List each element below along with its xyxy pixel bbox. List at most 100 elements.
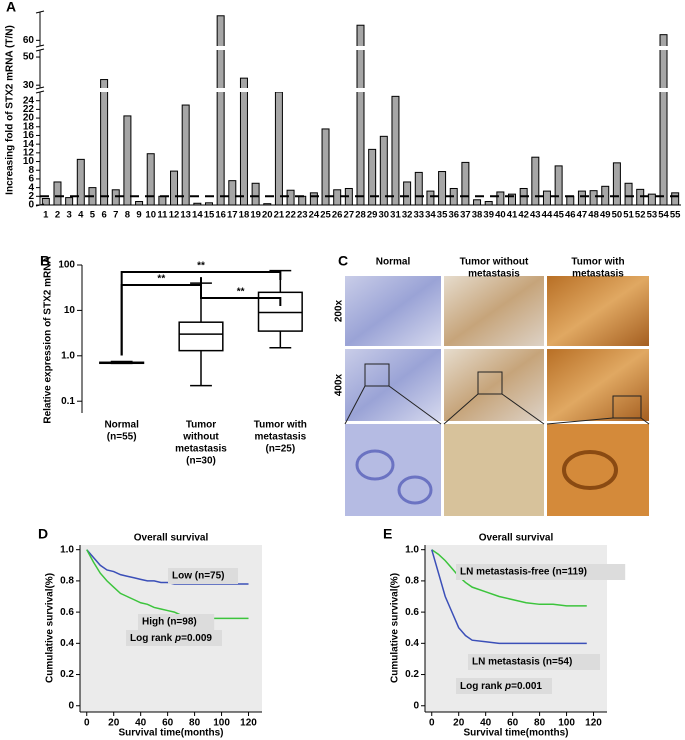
- bar: [554, 165, 563, 206]
- significance-bracket: [120, 271, 282, 356]
- x-tick-label: 50: [612, 210, 623, 221]
- x-tick-label: 14: [192, 210, 203, 221]
- y-axis-label: Cumulative survival(%): [45, 573, 56, 683]
- significance-bracket: [200, 277, 282, 306]
- bar: [65, 197, 74, 206]
- y-tick-label: 100: [58, 260, 75, 271]
- axis-break: [35, 44, 45, 48]
- panel-label: A: [6, 0, 16, 15]
- bar: [496, 191, 505, 206]
- bar: [566, 195, 575, 206]
- x-tick-label: 100: [558, 718, 575, 729]
- axis-break-gap: [34, 46, 681, 50]
- survival-curve: [431, 549, 587, 607]
- y-tick-label: 14: [23, 139, 35, 150]
- y-tick-label: 30: [23, 80, 35, 91]
- x-tick-label: 12: [169, 210, 180, 221]
- column-label: Tumor without: [460, 257, 529, 268]
- y-tick-label: 0.8: [60, 576, 74, 587]
- x-tick-label: 24: [309, 210, 320, 221]
- x-tick-label: 30: [379, 210, 390, 221]
- bar: [216, 15, 225, 206]
- x-tick-label: 46: [565, 210, 576, 221]
- log-rank-annotation: Log rank p=0.001: [460, 681, 542, 692]
- label-box: [168, 568, 238, 584]
- y-tick-label: 2: [28, 191, 34, 202]
- bar: [391, 95, 400, 206]
- bar: [379, 135, 388, 206]
- x-tick-label: 20: [453, 718, 465, 729]
- y-tick-label: 16: [23, 130, 35, 141]
- bar: [426, 190, 435, 206]
- bar: [286, 189, 295, 206]
- x-tick-label: (n=55): [107, 432, 137, 443]
- bar: [624, 182, 633, 206]
- series-label: High (n=98): [142, 617, 197, 628]
- x-tick-label: 40: [480, 718, 492, 729]
- bar: [239, 77, 248, 206]
- y-tick-label: 10: [64, 305, 76, 316]
- bar: [123, 115, 132, 206]
- y-tick-label: 0: [68, 700, 74, 711]
- y-axis-label: Increasing fold of STX2 mRNA (T/N): [5, 25, 16, 195]
- bar: [414, 171, 423, 206]
- y-tick-label: 20: [23, 113, 35, 124]
- panel-label: E: [383, 526, 392, 542]
- column-label: metastasis: [468, 269, 520, 280]
- y-tick-label: 6: [28, 174, 34, 185]
- row-label: 200x: [334, 299, 345, 322]
- x-tick-label: 36: [448, 210, 459, 221]
- x-tick-label: 51: [623, 210, 634, 221]
- bar: [333, 189, 342, 206]
- panel-label: D: [38, 526, 48, 542]
- bar: [181, 104, 190, 206]
- bar: [356, 24, 365, 206]
- y-tick-label: 0: [413, 700, 419, 711]
- axis-break: [35, 86, 45, 90]
- panel-label: B: [40, 253, 50, 269]
- x-tick-label: 34: [425, 210, 436, 221]
- x-tick-label: 3: [66, 210, 71, 221]
- axis-break: [35, 10, 45, 14]
- x-tick-label: Tumor with: [254, 420, 307, 431]
- bar: [577, 190, 586, 206]
- x-tick-label: 38: [472, 210, 483, 221]
- y-tick-label: 0.4: [60, 638, 74, 649]
- bar: [111, 189, 120, 206]
- y-tick-label: 0.6: [405, 607, 419, 618]
- bar: [542, 190, 551, 206]
- significance-label: **: [157, 274, 165, 285]
- annotation-part: Log rank: [130, 633, 175, 644]
- x-axis-label: Survival time(months): [463, 728, 568, 739]
- x-tick-label: 17: [227, 210, 238, 221]
- x-tick-label: 41: [507, 210, 518, 221]
- x-tick-label: 35: [437, 210, 448, 221]
- y-tick-label: 50: [23, 52, 35, 63]
- x-tick-label: 40: [495, 210, 506, 221]
- annotation-part: =0.001: [511, 681, 542, 692]
- x-tick-label: 60: [162, 718, 174, 729]
- bar: [135, 201, 144, 206]
- x-tick-label: 22: [285, 210, 296, 221]
- axis-break: [35, 48, 45, 52]
- x-tick-label: 15: [204, 210, 215, 221]
- x-tick-label: 49: [600, 210, 611, 221]
- y-tick-label: 0.2: [60, 669, 74, 680]
- x-tick-label: 2: [55, 210, 60, 221]
- bar: [100, 79, 109, 206]
- series-label: Low (n=75): [172, 571, 225, 582]
- x-tick-label: 80: [189, 718, 201, 729]
- x-tick-label: 40: [135, 718, 147, 729]
- y-tick-label: 22: [23, 104, 35, 115]
- x-tick-label: 43: [530, 210, 541, 221]
- annotation-part: =0.009: [181, 633, 212, 644]
- bar: [403, 181, 412, 206]
- y-tick-label: 0: [28, 200, 34, 211]
- label-box: [456, 564, 626, 580]
- x-tick-label: 29: [367, 210, 378, 221]
- bar: [298, 195, 307, 206]
- x-tick-label: 42: [518, 210, 529, 221]
- x-axis-label: Survival time(months): [118, 728, 223, 739]
- bar: [321, 128, 330, 206]
- y-tick-label: 1.0: [60, 544, 74, 555]
